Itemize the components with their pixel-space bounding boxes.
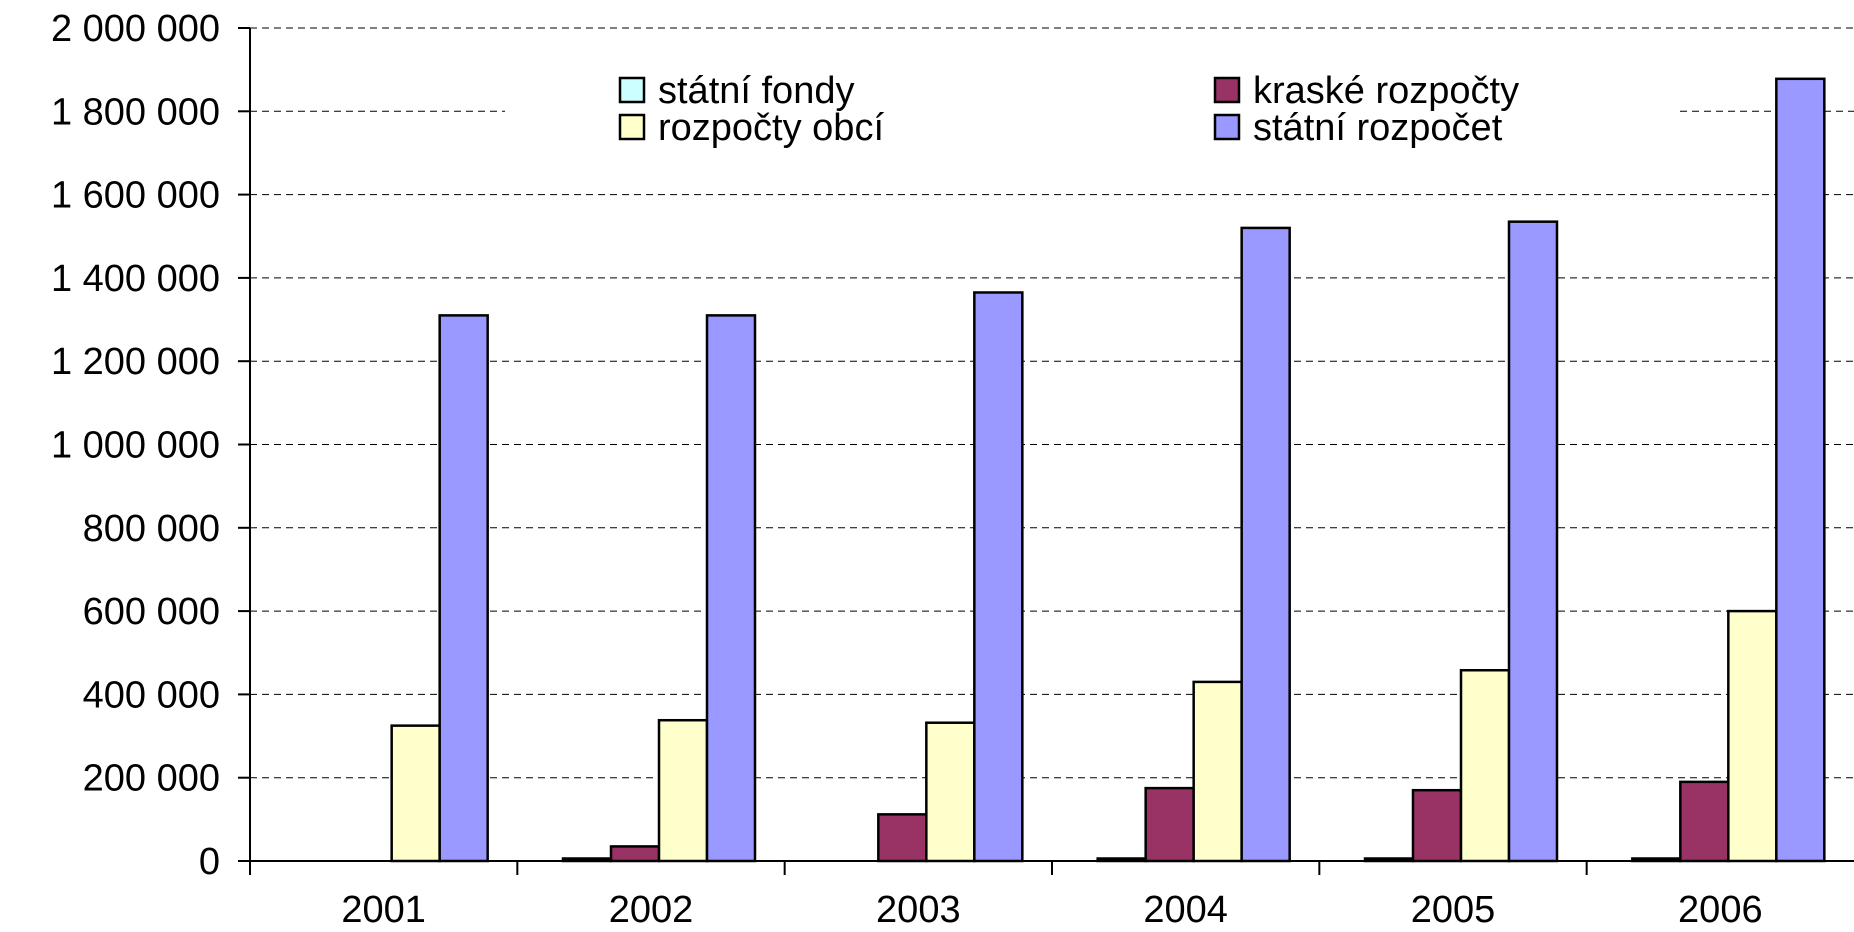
legend-swatch: [618, 76, 646, 104]
bar: [973, 291, 1024, 863]
legend-swatch: [1213, 76, 1241, 104]
bar: [609, 845, 661, 863]
legend-swatch: [1213, 113, 1241, 141]
axes: [238, 27, 1854, 875]
x-tick-label: 2005: [1411, 889, 1496, 931]
x-tick-label: 2001: [341, 889, 426, 931]
x-tick-label: 2006: [1678, 889, 1763, 931]
y-tick-label: 2 000 000: [51, 8, 220, 50]
x-tick-label: 2004: [1143, 889, 1228, 931]
legend-label: státní fondy: [658, 70, 854, 112]
bar: [1144, 786, 1195, 863]
bar: [1727, 609, 1778, 863]
y-tick-label: 1 000 000: [51, 425, 220, 467]
bar: [1240, 226, 1291, 863]
bar: [1192, 680, 1243, 863]
y-tick-label: 800 000: [83, 508, 220, 550]
bar: [877, 813, 928, 863]
bar: [925, 721, 976, 863]
legend-label: státní rozpočet: [1253, 107, 1503, 149]
bar: [1507, 220, 1559, 863]
legend-swatch: [618, 113, 646, 141]
y-tick-label: 1 400 000: [51, 258, 220, 300]
bar: [1679, 780, 1730, 863]
legend-label: rozpočty obcí: [658, 107, 884, 149]
y-tick-label: 1 800 000: [51, 91, 220, 133]
bar: [705, 314, 757, 863]
y-tick-label: 1 200 000: [51, 341, 220, 383]
bar: [1459, 668, 1511, 863]
bar: [390, 724, 441, 863]
grid-lines: [250, 27, 1854, 779]
bar: [438, 314, 489, 863]
y-tick-label: 400 000: [83, 674, 220, 716]
x-tick-labels: 2001 2002 2003 2004 2005 2006: [341, 889, 1762, 931]
legend-label: kraské rozpočty: [1253, 70, 1519, 112]
bar: [1775, 77, 1826, 863]
x-tick-label: 2003: [876, 889, 961, 931]
y-tick-label: 200 000: [83, 758, 220, 800]
legend: státní fondy kraské rozpočty rozpočty obcí…: [618, 70, 1519, 149]
y-tick-labels: 0 200 000 400 000 600 000 800 000 1 000 000 1 …: [51, 8, 220, 883]
bar: [657, 718, 709, 863]
y-tick-label: 1 600 000: [51, 175, 220, 217]
y-tick-label: 600 000: [83, 591, 220, 633]
y-tick-label: 0: [199, 841, 220, 883]
x-tick-label: 2002: [609, 889, 694, 931]
bars: [390, 77, 1826, 863]
bar: [1411, 788, 1463, 863]
